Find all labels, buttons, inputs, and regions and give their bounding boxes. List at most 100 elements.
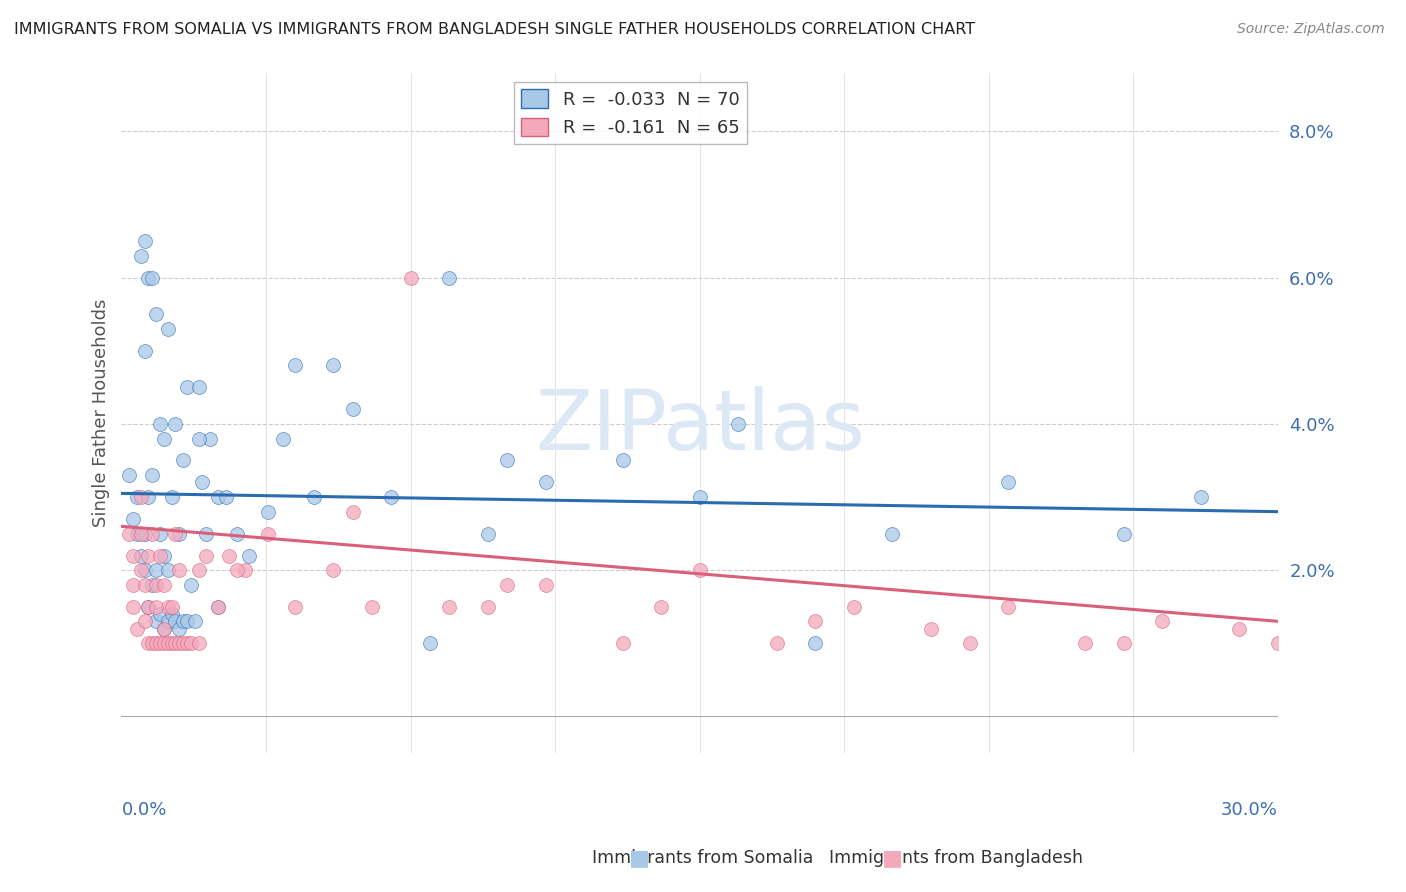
Point <box>997 475 1019 490</box>
Point <box>134 343 156 358</box>
Point <box>380 490 402 504</box>
Point <box>284 599 307 614</box>
Point <box>153 622 176 636</box>
Point <box>160 607 183 621</box>
Point <box>419 636 441 650</box>
Point <box>1112 526 1135 541</box>
Point <box>153 432 176 446</box>
Point <box>650 599 672 614</box>
Point <box>165 615 187 629</box>
Point <box>180 636 202 650</box>
Point <box>134 615 156 629</box>
Point <box>496 578 519 592</box>
Text: ZIPatlas: ZIPatlas <box>534 386 865 467</box>
Point <box>160 599 183 614</box>
Point <box>172 636 194 650</box>
Point <box>689 563 711 577</box>
Text: ■: ■ <box>883 848 903 868</box>
Point <box>804 636 827 650</box>
Point <box>149 526 172 541</box>
Point <box>138 270 160 285</box>
Point <box>141 526 163 541</box>
Point <box>477 599 499 614</box>
Point <box>437 270 460 285</box>
Point <box>322 563 344 577</box>
Point <box>134 578 156 592</box>
Point <box>153 636 176 650</box>
Point <box>180 578 202 592</box>
Point <box>138 636 160 650</box>
Point <box>129 526 152 541</box>
Point <box>141 578 163 592</box>
Point <box>156 636 179 650</box>
Point <box>689 490 711 504</box>
Point <box>766 636 789 650</box>
Point <box>118 468 141 483</box>
Point <box>156 322 179 336</box>
Point <box>122 512 145 526</box>
Point <box>804 615 827 629</box>
Point <box>342 402 364 417</box>
Point <box>233 563 256 577</box>
Point <box>122 549 145 563</box>
Point <box>226 526 249 541</box>
Point <box>129 563 152 577</box>
Point <box>153 549 176 563</box>
Point <box>496 453 519 467</box>
Point <box>145 563 167 577</box>
Point <box>1267 636 1289 650</box>
Text: 30.0%: 30.0% <box>1222 800 1278 819</box>
Point <box>214 490 236 504</box>
Point <box>1229 622 1251 636</box>
Text: Immigrants from Somalia: Immigrants from Somalia <box>592 849 814 867</box>
Point <box>238 549 260 563</box>
Point <box>959 636 981 650</box>
Point <box>129 549 152 563</box>
Point <box>342 505 364 519</box>
Point <box>477 526 499 541</box>
Point <box>149 417 172 431</box>
Point <box>207 490 229 504</box>
Point <box>727 417 749 431</box>
Point <box>1112 636 1135 650</box>
Point <box>273 432 295 446</box>
Point <box>118 526 141 541</box>
Point <box>169 563 191 577</box>
Point <box>534 475 557 490</box>
Y-axis label: Single Father Households: Single Father Households <box>93 299 110 527</box>
Point <box>176 636 198 650</box>
Point <box>165 526 187 541</box>
Point <box>1152 615 1174 629</box>
Point <box>145 599 167 614</box>
Point <box>399 270 422 285</box>
Point <box>165 417 187 431</box>
Point <box>612 636 634 650</box>
Point <box>138 599 160 614</box>
Point <box>156 599 179 614</box>
Point <box>122 578 145 592</box>
Point <box>149 607 172 621</box>
Text: Immigrants from Bangladesh: Immigrants from Bangladesh <box>830 849 1083 867</box>
Point <box>226 563 249 577</box>
Point <box>138 549 160 563</box>
Legend: R =  -0.033  N = 70, R =  -0.161  N = 65: R = -0.033 N = 70, R = -0.161 N = 65 <box>515 82 747 145</box>
Point <box>361 599 384 614</box>
Point <box>207 599 229 614</box>
Point <box>134 234 156 248</box>
Text: 0.0%: 0.0% <box>121 800 167 819</box>
Point <box>207 599 229 614</box>
Point <box>437 599 460 614</box>
Point <box>145 307 167 321</box>
Point <box>302 490 325 504</box>
Point <box>160 636 183 650</box>
Point <box>176 380 198 394</box>
Point <box>187 432 209 446</box>
Text: Source: ZipAtlas.com: Source: ZipAtlas.com <box>1237 22 1385 37</box>
Point <box>141 468 163 483</box>
Point <box>195 526 218 541</box>
Point <box>172 615 194 629</box>
Point <box>156 615 179 629</box>
Point <box>145 636 167 650</box>
Point <box>183 615 205 629</box>
Point <box>284 359 307 373</box>
